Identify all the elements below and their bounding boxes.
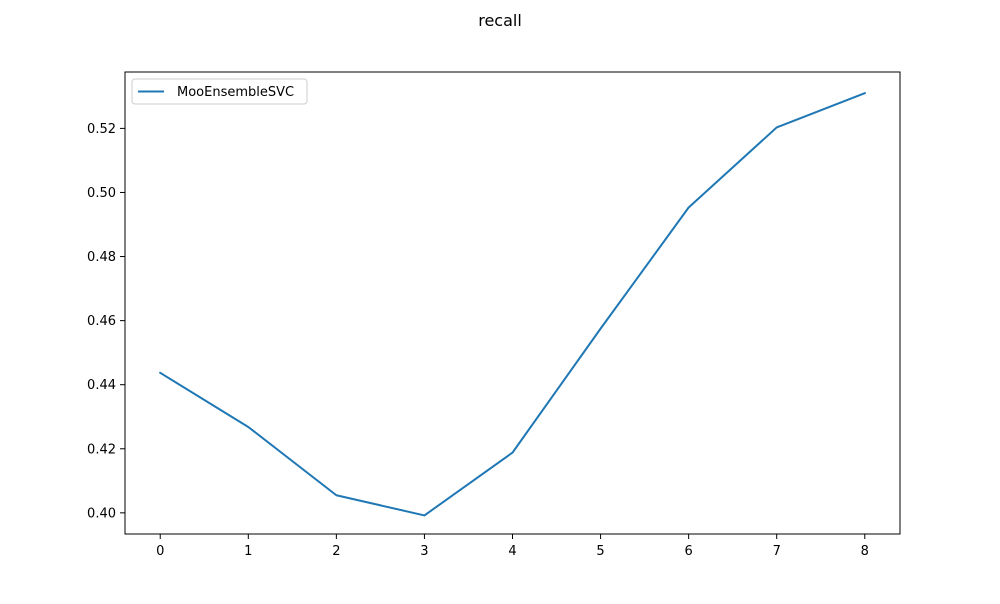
x-tick-label: 6 [684,544,692,559]
x-tick-label: 5 [596,544,604,559]
series-line [158,91,867,517]
y-tick-label: 0.40 [87,506,116,521]
y-tick-label: 0.42 [87,442,116,457]
y-tick-label: 0.50 [87,186,116,201]
y-tick-label: 0.44 [87,378,116,393]
y-tick-label: 0.48 [87,250,116,265]
x-tick-label: 7 [773,544,781,559]
x-tick-label: 8 [861,544,869,559]
plot-area-frame [124,71,901,535]
legend-box [131,78,308,105]
y-tick-label: 0.52 [87,122,116,137]
y-tick-label: 0.46 [87,314,116,329]
x-tick-label: 2 [332,544,340,559]
legend-label: MooEnsembleSVC [177,85,294,100]
x-tick-label: 4 [508,544,516,559]
x-tick-label: 0 [156,544,164,559]
chart-title: recall [478,11,522,30]
x-tick-label: 3 [420,544,428,559]
x-tick-label: 1 [244,544,252,559]
